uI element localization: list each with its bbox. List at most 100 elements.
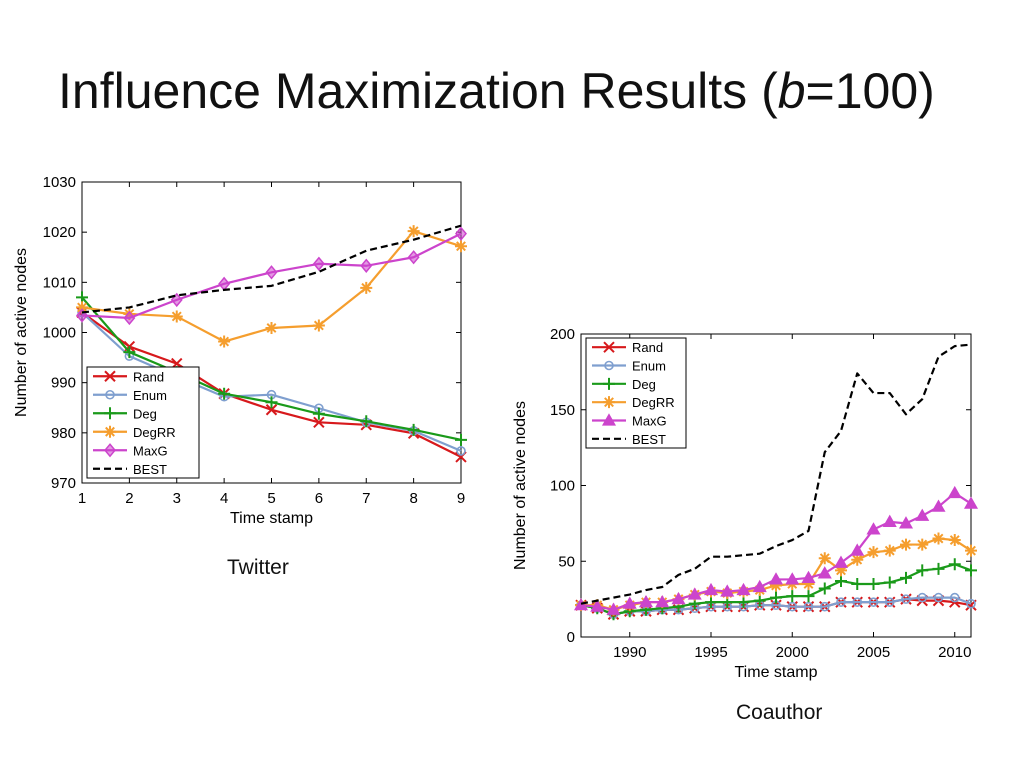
- coauthor-legend-box: [585, 337, 687, 449]
- coauthor-legend-marker-deg: [603, 377, 615, 390]
- coauthor-xtick-label: 2005: [857, 644, 890, 661]
- twitter-caption: Twitter: [227, 556, 289, 579]
- coauthor-point-degrr: [818, 552, 831, 565]
- twitter-point-deg: [455, 433, 467, 446]
- twitter-ytick-label: 1000: [43, 325, 76, 342]
- coauthor-ytick-label: 100: [550, 478, 575, 495]
- coauthor-point-maxg: [590, 599, 605, 612]
- twitter-point-deg: [265, 396, 278, 409]
- twitter-point-enum: [456, 446, 466, 456]
- coauthor-point-deg: [965, 564, 977, 577]
- coauthor-point-enum: [917, 592, 928, 603]
- coauthor-point-deg: [900, 571, 912, 584]
- twitter-xtick-label: 8: [409, 490, 417, 507]
- coauthor-legend-label: Rand: [632, 340, 663, 355]
- coauthor-legend: Rand Enum Deg DegRR MaxG BEST: [585, 337, 687, 449]
- coauthor-legend-marker-rand: [603, 341, 615, 353]
- coauthor-point-maxg: [671, 591, 686, 605]
- twitter-point-degrr: [218, 335, 231, 348]
- twitter-legend-marker-deg: [104, 407, 116, 420]
- twitter-point-degrr: [312, 319, 325, 332]
- coauthor-point-maxg: [801, 570, 816, 584]
- coauthor-point-enum: [868, 597, 879, 607]
- twitter-xtick-label: 6: [315, 490, 323, 507]
- coauthor-point-enum: [901, 594, 911, 604]
- coauthor-point-deg: [705, 596, 717, 609]
- coauthor-series-best: [580, 343, 972, 605]
- coauthor-point-deg: [932, 562, 945, 575]
- coauthor-point-deg: [818, 582, 831, 595]
- coauthor-series-deg: [575, 558, 977, 621]
- coauthor-point-maxg: [655, 594, 670, 608]
- twitter-legend-label: Deg: [133, 406, 157, 421]
- coauthor-legend-marker-enum: [604, 360, 614, 371]
- coauthor-point-degrr: [883, 544, 896, 557]
- coauthor-point-maxg: [963, 496, 979, 509]
- coauthor-point-deg: [835, 574, 847, 587]
- twitter-point-maxg: [407, 250, 420, 265]
- twitter-point-degrr: [170, 310, 183, 323]
- coauthor-point-maxg: [882, 514, 897, 527]
- coauthor-legend-label: Enum: [632, 359, 666, 374]
- coauthor-point-degrr: [900, 538, 912, 551]
- coauthor-point-deg: [753, 594, 766, 607]
- coauthor-point-maxg: [866, 522, 881, 535]
- coauthor-point-enum: [884, 597, 895, 607]
- coauthor-point-degrr: [932, 532, 945, 545]
- coauthor-point-deg: [948, 558, 961, 571]
- coauthor-point-deg: [770, 591, 782, 604]
- coauthor-point-degrr: [916, 538, 929, 551]
- coauthor-point-maxg: [947, 485, 962, 499]
- twitter-legend-marker-rand: [104, 370, 116, 382]
- twitter-point-maxg: [76, 308, 88, 323]
- twitter-series-best: [81, 224, 462, 314]
- twitter-series-degrr: [76, 225, 467, 348]
- coauthor-point-maxg: [622, 596, 637, 609]
- coauthor-point-deg: [786, 590, 799, 603]
- title-suffix: =100): [805, 63, 935, 119]
- coauthor-xtick-label: 1995: [694, 644, 727, 661]
- twitter-point-maxg: [360, 258, 373, 273]
- coauthor-point-deg: [802, 590, 815, 603]
- coauthor-point-enum: [933, 592, 944, 603]
- twitter-line-best: [81, 224, 462, 314]
- twitter-ytick-label: 980: [51, 425, 76, 442]
- coauthor-point-maxg: [606, 602, 621, 615]
- coauthor-xtick-label: 2010: [938, 644, 971, 661]
- twitter-chart: 1 2 3 4 5 6 7 8 9 970 980 990 1000 1010 1020 1030 Time s…: [13, 174, 467, 527]
- twitter-point-rand: [313, 416, 325, 429]
- coauthor-legend-marker-maxg: [601, 413, 617, 426]
- coauthor-point-maxg: [833, 555, 849, 568]
- coauthor-point-degrr: [965, 544, 977, 557]
- twitter-point-degrr: [407, 225, 420, 238]
- coauthor-y-axis-label: Number of active nodes: [512, 401, 529, 570]
- twitter-legend-label: Rand: [133, 369, 164, 384]
- twitter-point-degrr: [360, 281, 373, 294]
- twitter-point-deg: [76, 291, 88, 304]
- twitter-point-degrr: [455, 240, 467, 253]
- coauthor-xtick-label: 2000: [776, 644, 809, 661]
- twitter-xtick-label: 9: [457, 490, 465, 507]
- coauthor-point-maxg: [638, 594, 654, 608]
- twitter-x-axis-label: Time stamp: [230, 510, 313, 527]
- coauthor-point-maxg: [931, 499, 946, 512]
- coauthor-legend-label: Deg: [632, 377, 656, 392]
- coauthor-point-degrr: [835, 564, 847, 577]
- coauthor-point-deg: [883, 576, 896, 589]
- coauthor-point-degrr: [770, 579, 782, 592]
- coauthor-point-enum: [836, 597, 846, 607]
- twitter-point-maxg: [312, 256, 325, 271]
- coauthor-ytick-label: 150: [550, 402, 575, 419]
- coauthor-x-axis-label: Time stamp: [735, 664, 818, 681]
- coauthor-point-maxg: [703, 582, 719, 596]
- coauthor-legend-label: DegRR: [632, 395, 675, 410]
- twitter-point-deg: [360, 415, 373, 428]
- coauthor-legend-label: BEST: [632, 432, 666, 447]
- twitter-xtick-label: 2: [125, 490, 133, 507]
- coauthor-point-degrr: [802, 577, 815, 590]
- twitter-point-maxg: [123, 310, 136, 326]
- twitter-xtick-label: 4: [220, 490, 228, 507]
- coauthor-xtick-label: 1990: [613, 644, 646, 661]
- coauthor-point-deg: [737, 596, 750, 609]
